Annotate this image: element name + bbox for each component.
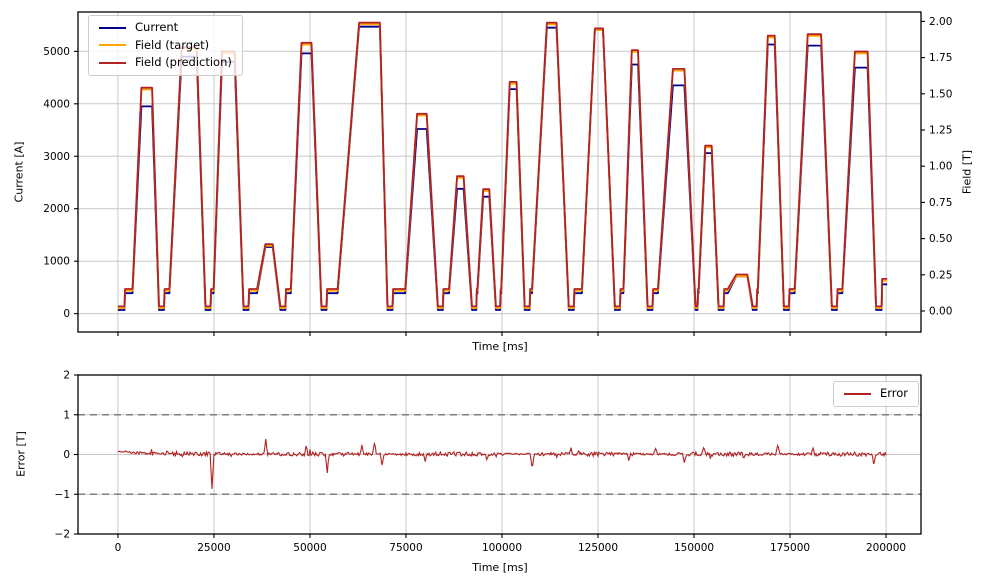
top-right-tick-label: 1.50	[929, 88, 952, 100]
error-line-swatch	[844, 392, 871, 395]
top-x-axis-label: Time [ms]	[472, 340, 528, 353]
tick-marks	[74, 20, 925, 538]
top-right-tick-label: 0.00	[929, 306, 952, 318]
bottom-x-tick-label: 200000	[866, 542, 906, 554]
bottom-left-tick-label: −1	[55, 489, 70, 501]
bottom-x-tick-label: 150000	[674, 542, 714, 554]
top-left-tick-label: 1000	[43, 256, 70, 268]
top-left-tick-label: 3000	[43, 151, 70, 163]
legend-label-current: Current	[135, 20, 179, 34]
top-right-tick-label: 2.00	[929, 16, 952, 28]
top-left-tick-label: 2000	[43, 203, 70, 215]
error-line	[117, 438, 887, 489]
bottom-x-axis-label: Time [ms]	[472, 561, 528, 574]
top-axes-frame	[77, 11, 922, 333]
bottom-left-tick-label: 0	[63, 449, 70, 461]
bottom-left-tick-label: −2	[55, 529, 70, 541]
legend-entry-error: Error	[844, 386, 909, 400]
bottom-left-tick-label: 1	[63, 409, 70, 421]
top-left-tick-label: 0	[63, 308, 70, 320]
top-right-tick-label: 0.25	[929, 269, 952, 281]
bottom-legend: Error	[833, 381, 920, 407]
top-right-tick-label: 1.25	[929, 125, 952, 137]
tick-labels: 0 1000 2000 3000 4000 5000 0.00 0.25 0.50 0.75 1.0…	[43, 16, 952, 554]
bottom-x-tick-label: 0	[115, 542, 122, 554]
current-line-swatch	[99, 26, 126, 29]
legend-label-error: Error	[880, 386, 909, 400]
legend-label-field-prediction: Field (prediction)	[135, 55, 232, 69]
top-left-tick-label: 4000	[43, 98, 70, 110]
top-legend: Current Field (target) Field (prediction…	[88, 15, 243, 76]
top-right-tick-label: 1.00	[929, 161, 952, 173]
legend-label-field-target: Field (target)	[135, 37, 210, 52]
legend-entry-field-target: Field (target)	[99, 37, 232, 52]
bottom-x-tick-label: 125000	[578, 542, 618, 554]
bottom-left-tick-label: 2	[63, 370, 70, 382]
top-left-tick-label: 5000	[43, 46, 70, 58]
bottom-x-tick-label: 25000	[197, 542, 230, 554]
top-left-y-axis-label: Current [A]	[12, 141, 26, 203]
field-prediction-line	[117, 21, 888, 308]
legend-entry-field-prediction: Field (prediction)	[99, 55, 232, 69]
field-target-line-swatch	[99, 44, 126, 47]
top-right-y-axis-label: Field [T]	[960, 149, 974, 195]
top-right-tick-label: 0.75	[929, 197, 952, 209]
bottom-x-tick-label: 75000	[389, 542, 422, 554]
bottom-x-tick-label: 175000	[770, 542, 810, 554]
field-prediction-line-swatch	[99, 61, 126, 64]
top-waveforms	[117, 21, 888, 311]
top-right-tick-label: 1.75	[929, 52, 952, 64]
bottom-y-axis-label: Error [T]	[14, 431, 28, 477]
bottom-x-tick-label: 100000	[482, 542, 522, 554]
bottom-x-tick-label: 50000	[293, 542, 326, 554]
top-right-tick-label: 0.50	[929, 233, 952, 245]
legend-entry-current: Current	[99, 20, 232, 34]
